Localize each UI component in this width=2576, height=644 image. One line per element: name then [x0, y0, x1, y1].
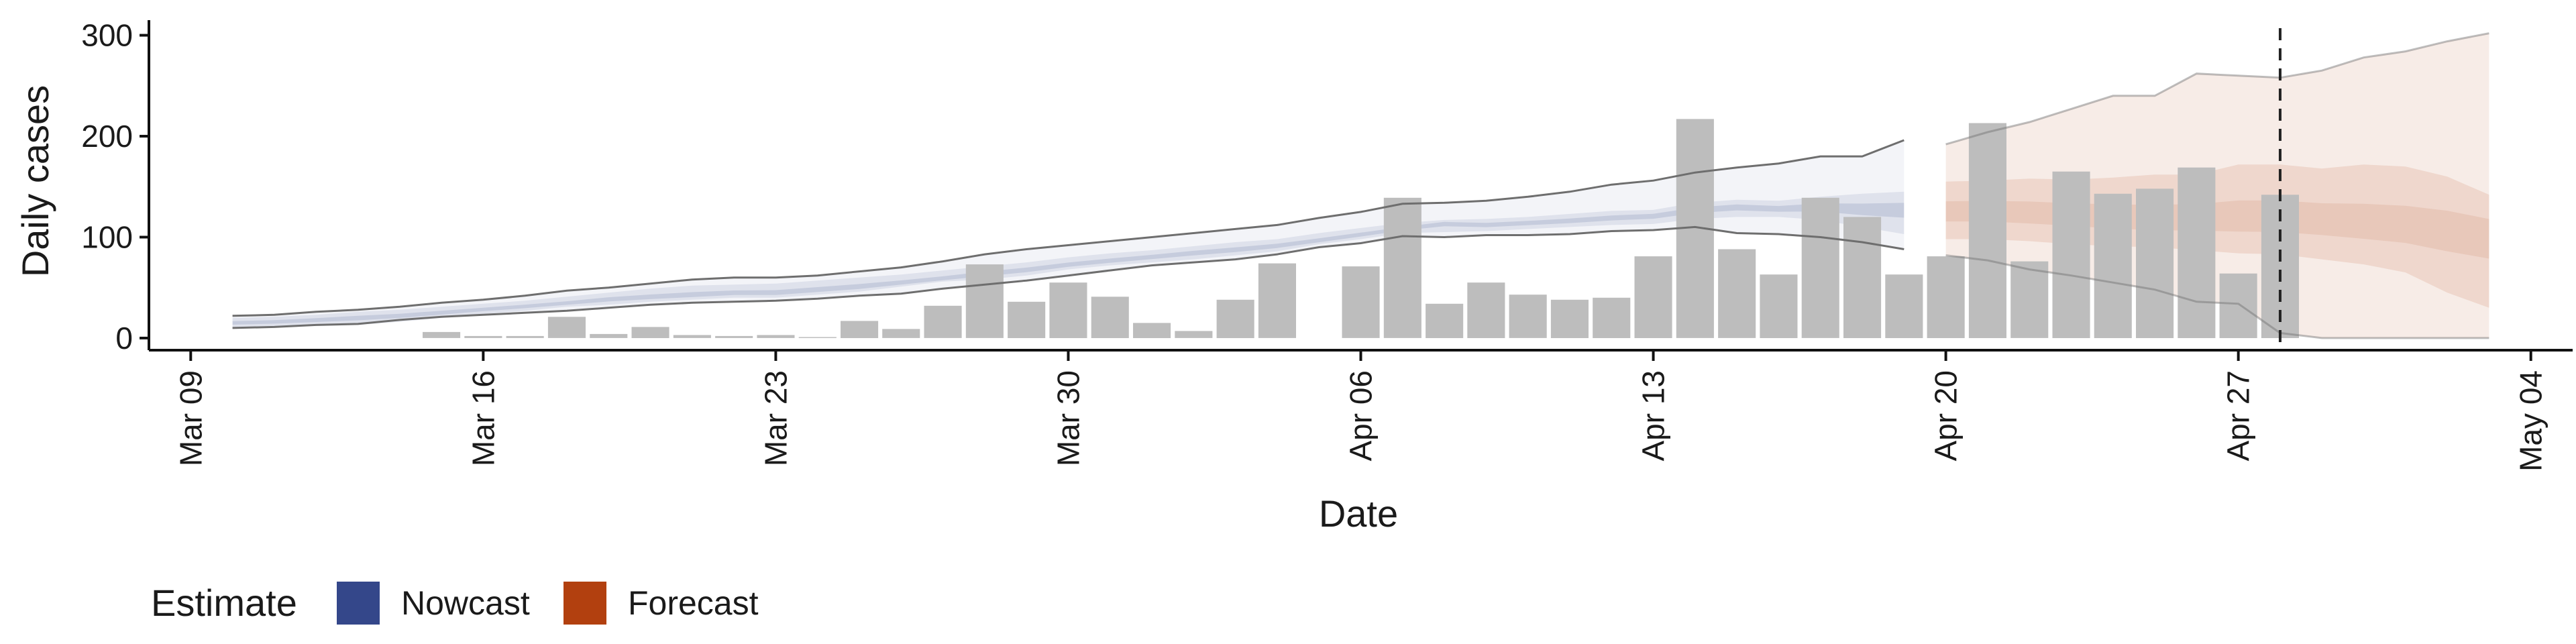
case-bar: [2010, 261, 2049, 338]
x-tick-label: Apr 20: [1929, 370, 1964, 462]
case-bar: [798, 337, 837, 338]
case-bar: [2136, 189, 2174, 338]
forecast-upper-line: [1945, 32, 2489, 146]
case-bar: [1049, 282, 1087, 338]
nowcast-50-band: [232, 203, 1904, 325]
nowcast-lower-line: [232, 225, 1904, 329]
case-bar: [631, 327, 669, 338]
case-bar: [547, 317, 586, 338]
forecast-lower-line: [1945, 254, 2489, 339]
case-bar: [2052, 171, 2090, 338]
case-bar: [590, 333, 628, 338]
legend-label-nowcast: Nowcast: [401, 584, 530, 622]
case-bar: [757, 335, 795, 338]
nowcast-90-band: [232, 191, 1904, 328]
x-tick-label: Apr 13: [1636, 370, 1671, 462]
case-bar: [1718, 249, 1756, 338]
y-axis-title: Daily cases: [14, 85, 56, 277]
case-bar: [2219, 273, 2257, 338]
y-tick-label: 0: [115, 321, 133, 356]
x-tick-label: May 04: [2514, 370, 2548, 472]
y-tick-label: 200: [81, 119, 133, 154]
case-bar: [2094, 193, 2132, 338]
legend-title: Estimate: [151, 582, 297, 624]
case-bar: [673, 335, 711, 338]
case-bar: [1634, 256, 1672, 338]
case-bar: [1216, 299, 1254, 338]
case-bar: [924, 305, 962, 338]
case-bar: [882, 329, 920, 338]
case-bar: [1760, 274, 1798, 338]
x-tick-label: Apr 27: [2221, 370, 2256, 462]
case-bar: [1467, 282, 1505, 338]
x-axis-title: Date: [1319, 492, 1398, 535]
case-bar: [841, 321, 879, 338]
case-bar: [423, 331, 461, 338]
case-bar: [1383, 197, 1421, 338]
case-bar: [1342, 266, 1380, 338]
case-bar: [1091, 297, 1129, 338]
legend-swatch-forecast: [564, 582, 606, 625]
case-bar: [715, 335, 753, 338]
case-bar: [1593, 297, 1631, 338]
nowcast-upper-line: [232, 139, 1904, 317]
legend-swatch-nowcast: [337, 582, 380, 625]
x-tick-label: Mar 23: [758, 370, 793, 466]
case-bar: [506, 335, 544, 338]
x-tick-label: Mar 16: [466, 370, 500, 466]
x-tick-label: Mar 30: [1051, 370, 1085, 466]
case-bar: [1426, 303, 1464, 338]
case-bar: [1175, 331, 1213, 338]
case-bar: [1843, 217, 1882, 338]
case-bar: [1133, 323, 1171, 338]
y-tick-label: 300: [81, 18, 133, 53]
case-bar: [1509, 294, 1547, 338]
x-tick-label: Apr 06: [1344, 370, 1379, 462]
case-bar: [1968, 123, 2006, 338]
case-bar: [464, 335, 502, 338]
case-bar: [1885, 274, 1923, 338]
bars: [423, 119, 2299, 338]
x-tick-label: Mar 09: [173, 370, 208, 466]
y-tick-label: 100: [81, 219, 133, 254]
case-bar: [965, 264, 1004, 338]
axes: 0 100 200 300 Mar 09 Mar 16 Mar 23 Mar 30 Apr 06…: [81, 18, 2573, 472]
legend-label-forecast: Forecast: [628, 584, 759, 622]
ci-lines: [232, 32, 2489, 339]
case-bar: [1801, 197, 1839, 338]
case-bar: [1008, 301, 1046, 338]
case-bar: [2178, 167, 2216, 338]
legend: Estimate Nowcast Forecast: [151, 582, 759, 625]
case-bar: [1550, 299, 1589, 338]
case-bar: [1258, 263, 1296, 338]
case-bar: [1927, 256, 1965, 338]
